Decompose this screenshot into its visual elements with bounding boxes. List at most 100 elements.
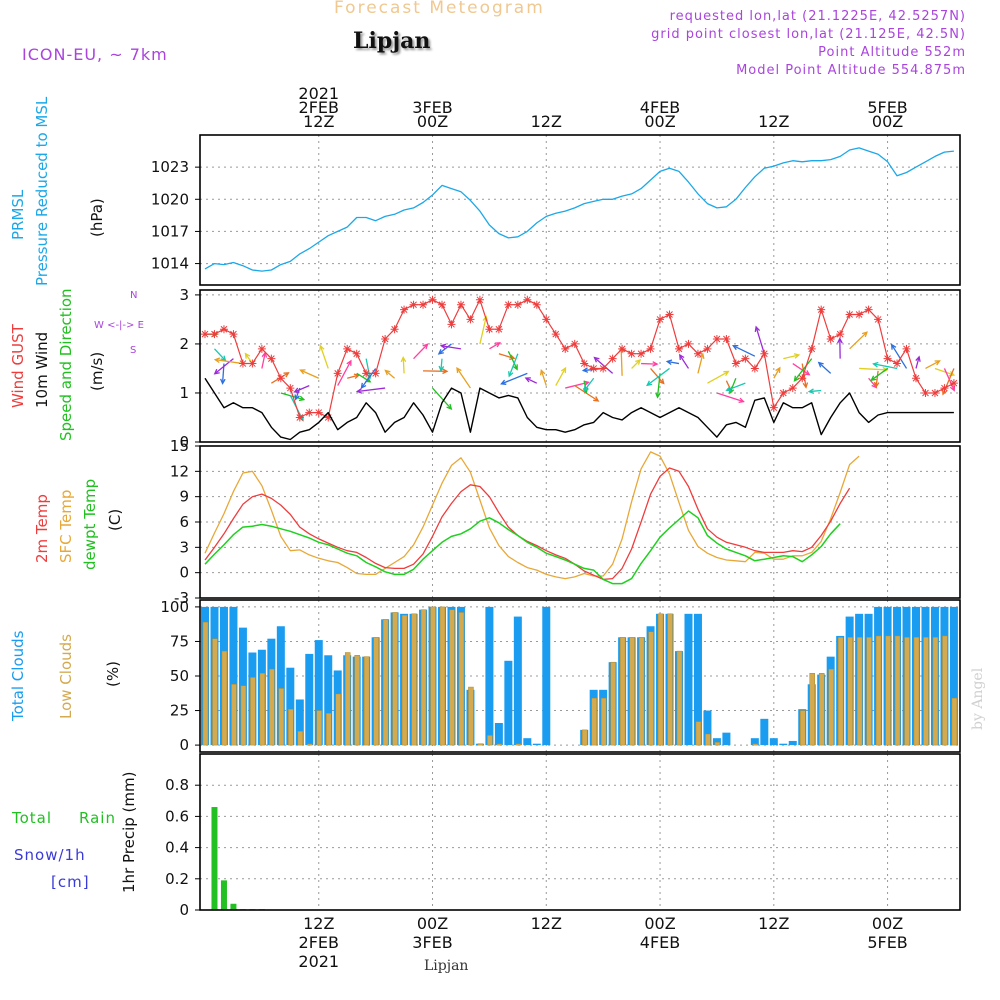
top-time-label: 00Z xyxy=(872,112,903,131)
low-clouds-label: Low Clouds xyxy=(57,634,75,719)
clouds-unit: (%) xyxy=(104,661,122,687)
ytick-label-precipitation: 0.8 xyxy=(165,776,189,794)
wind-arrow xyxy=(809,389,822,393)
wind-arrow-head xyxy=(658,378,665,385)
wind-arrow xyxy=(870,367,888,381)
low-cloud-bar xyxy=(420,609,427,746)
wind-arrow xyxy=(337,360,352,386)
ytick-label-temperature: 6 xyxy=(179,513,189,531)
low-cloud-bar xyxy=(307,743,313,746)
gust-marker xyxy=(769,403,778,412)
wind-arrow xyxy=(215,359,244,365)
wind-arrow xyxy=(631,359,641,369)
ytick-label-clouds: 75 xyxy=(170,632,189,650)
gust-marker xyxy=(343,344,352,353)
top-time-label: 5FEB xyxy=(867,98,907,117)
total-cloud-bar xyxy=(722,732,731,746)
wind-arrow xyxy=(726,382,746,391)
low-cloud-bar xyxy=(695,721,702,746)
pressure-label-prmsl: PRMSL xyxy=(9,189,27,240)
wind-arrow xyxy=(507,351,518,370)
wind-arrow-head xyxy=(725,386,732,392)
wind-arrow-head xyxy=(861,331,868,338)
panel-frame-pressure xyxy=(199,134,961,286)
wind-arrow xyxy=(849,331,868,350)
wind-arrow-head xyxy=(915,355,921,362)
wind-gust-label: Wind GUST xyxy=(9,324,27,408)
wind-arrow xyxy=(300,369,320,379)
wind-arrow-head xyxy=(870,375,877,382)
low-cloud-bar xyxy=(923,637,929,746)
wind-arrow xyxy=(555,367,567,386)
low-cloud-bar xyxy=(240,685,247,746)
low-cloud-bar xyxy=(581,729,588,746)
gust-marker xyxy=(798,374,807,383)
footer-location: Lipjan xyxy=(424,958,469,974)
low-cloud-bar xyxy=(344,652,351,746)
wind-arrow xyxy=(679,354,690,369)
wind-arrow xyxy=(873,363,898,370)
gust-marker xyxy=(229,330,238,339)
gust-marker xyxy=(637,349,646,358)
gust-marker xyxy=(618,344,627,353)
low-cloud-bar xyxy=(600,697,607,746)
bottom-time-label: 5FEB xyxy=(867,933,907,952)
wind-arrow-head xyxy=(593,356,600,363)
wind-arrow xyxy=(925,360,940,370)
low-cloud-bar xyxy=(648,631,654,746)
wind-arrow-head xyxy=(738,397,745,404)
wind-arrow xyxy=(891,344,908,369)
ytick-label-pressure: 1020 xyxy=(151,190,189,208)
gust-marker xyxy=(276,374,285,383)
wind-arrow-head xyxy=(890,343,897,350)
gust-marker xyxy=(646,344,655,353)
gust-marker xyxy=(219,325,228,334)
low-cloud-bar xyxy=(439,606,446,746)
chart-title: Forecast Meteogram xyxy=(334,0,545,18)
gust-marker xyxy=(750,364,759,373)
gust-marker xyxy=(466,315,475,324)
low-cloud-bar xyxy=(610,661,616,746)
gust-marker xyxy=(352,349,361,358)
top-time-label: 4FEB xyxy=(640,98,680,117)
rain-bar xyxy=(211,807,218,910)
low-cloud-bar xyxy=(297,731,304,746)
top-time-label: 12Z xyxy=(531,112,562,131)
wind-arrow-head xyxy=(802,382,809,389)
wind-arrow xyxy=(793,358,813,382)
wind-arrow-head xyxy=(500,379,507,385)
temp-dewpt-label: dewpt Temp xyxy=(81,478,99,570)
low-cloud-bar xyxy=(231,684,237,746)
wind-arrow xyxy=(357,387,386,393)
wind-arrow xyxy=(783,354,800,360)
low-cloud-bar xyxy=(382,619,389,746)
wind-speed-line xyxy=(204,377,954,441)
wind-arrow xyxy=(583,377,595,392)
wind-arrow-head xyxy=(437,349,444,355)
low-cloud-bar xyxy=(866,637,872,746)
low-cloud-bar xyxy=(221,650,228,746)
top-time-label: 12Z xyxy=(303,112,334,131)
bottom-time-label: 3FEB xyxy=(412,933,452,952)
low-cloud-bar xyxy=(477,743,484,746)
low-cloud-bar xyxy=(894,635,901,746)
gust-marker xyxy=(921,388,930,397)
gust-marker xyxy=(930,388,939,397)
low-cloud-bar xyxy=(837,637,844,746)
top-time-label: 2FEB xyxy=(299,98,339,117)
wind-arrow xyxy=(667,360,680,365)
bottom-time-label: 00Z xyxy=(417,914,448,933)
requested-coords: requested lon,lat (21.1225E, 42.5257N) xyxy=(669,9,966,24)
low-cloud-bar xyxy=(657,613,664,746)
ytick-label-temperature: 3 xyxy=(179,538,189,556)
gust-marker xyxy=(788,384,797,393)
gust-marker xyxy=(333,369,342,378)
wind-arrow-head xyxy=(807,388,815,395)
total-label: Total xyxy=(12,809,53,827)
ytick-label-clouds: 25 xyxy=(170,702,189,720)
top-time-label: 00Z xyxy=(644,112,675,131)
wind-arrow-head xyxy=(652,361,659,367)
gust-marker xyxy=(589,364,598,373)
wind-arrow xyxy=(646,367,670,386)
gust-marker xyxy=(893,359,902,368)
